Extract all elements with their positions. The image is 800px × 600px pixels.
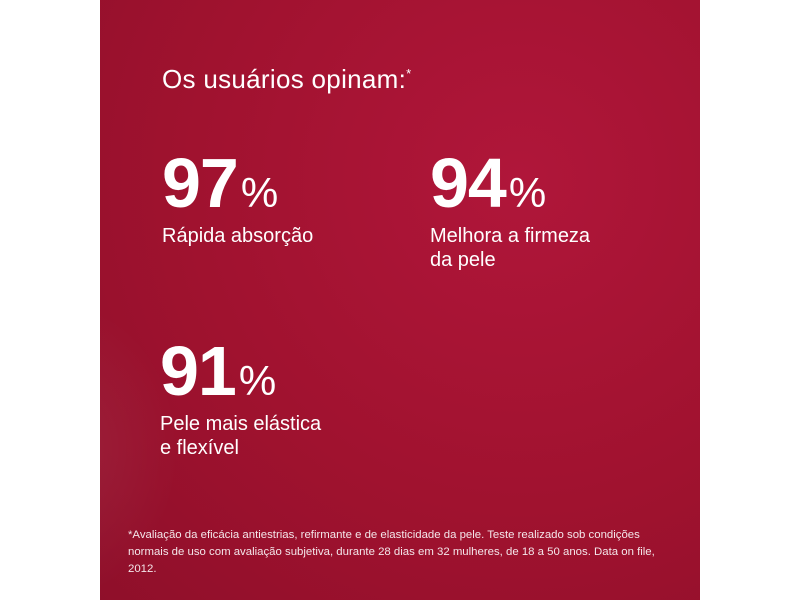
stat-label-line: da pele: [430, 249, 496, 271]
stat-number: 91%: [160, 336, 321, 406]
stat-label: Melhora a firmeza da pele: [430, 224, 590, 272]
headline-text: Os usuários opinam:: [162, 64, 407, 94]
stat-label: Rápida absorção: [162, 224, 313, 248]
stat-firmness: 94% Melhora a firmeza da pele: [430, 148, 590, 272]
stat-label: Pele mais elástica e flexível: [160, 412, 321, 460]
stat-label-line: Pele mais elástica: [160, 413, 322, 435]
stat-unit: %: [508, 169, 547, 216]
background-glow: [100, 300, 180, 600]
stat-number: 97%: [162, 148, 313, 218]
stat-unit: %: [238, 357, 277, 404]
headline-footnote-marker: *: [406, 66, 412, 81]
stat-unit: %: [240, 169, 279, 216]
headline: Os usuários opinam:*: [162, 64, 412, 95]
stat-number: 94%: [430, 148, 590, 218]
stat-absorption: 97% Rápida absorção: [162, 148, 313, 248]
stat-label-line: Rápida absorção: [162, 225, 314, 247]
stat-elasticity: 91% Pele mais elástica e flexível: [160, 336, 321, 460]
stat-label-line: Melhora a firmeza: [430, 225, 591, 247]
stat-value: 97: [162, 144, 239, 222]
promo-panel: Os usuários opinam:* 97% Rápida absorção…: [100, 0, 700, 600]
stat-value: 91: [160, 332, 237, 410]
stat-label-line: e flexível: [160, 437, 239, 459]
footnote: *Avaliação da eficácia antiestrias, refi…: [128, 529, 655, 575]
stat-value: 94: [430, 144, 507, 222]
